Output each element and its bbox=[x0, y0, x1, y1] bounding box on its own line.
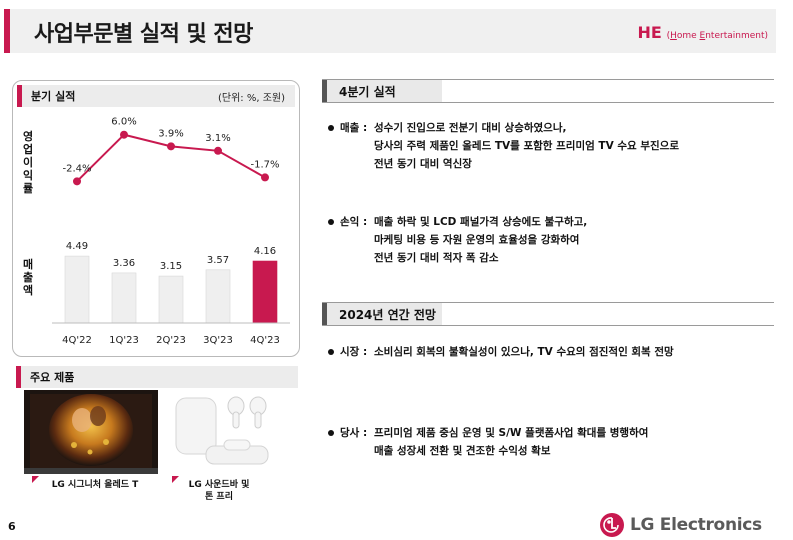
bullet-dot bbox=[328, 125, 334, 131]
oled-t-product-image bbox=[24, 390, 158, 474]
sales-bar bbox=[64, 255, 90, 324]
soundbar-tonefree-artwork bbox=[175, 396, 269, 465]
page-number: 6 bbox=[8, 520, 16, 533]
sales-bar-series: 4.49 3.36 3.15 3.57 4.16 bbox=[64, 241, 278, 324]
bullet-key: 시장 : bbox=[340, 346, 368, 358]
category-tick-label: 4Q'22 bbox=[62, 335, 92, 346]
op-margin-point bbox=[73, 177, 81, 186]
division-label: HE (Home Entertainment) bbox=[637, 23, 768, 42]
oled-t-artwork bbox=[24, 390, 158, 474]
q4-section-header: 4분기 실적 bbox=[322, 79, 774, 103]
op-margin-point bbox=[167, 142, 175, 151]
products-accent-bar bbox=[16, 366, 21, 388]
outlook-section-header: 2024년 연간 전망 bbox=[322, 302, 774, 326]
performance-title: 분기 실적 bbox=[31, 90, 76, 103]
category-ticks: 4Q'22 1Q'23 2Q'23 3Q'23 4Q'23 bbox=[52, 322, 290, 346]
unit-label: (단위: %, 조원) bbox=[217, 93, 285, 104]
bullet-text: 프리미엄 제품 중심 운영 및 S/W 플랫폼사업 확대를 병행하여 매출 성장… bbox=[374, 427, 649, 457]
bullet-text: 성수기 진입으로 전분기 대비 상승하였으나, 당사의 주력 제품인 올레드 T… bbox=[374, 122, 679, 170]
sales-bar bbox=[252, 260, 278, 324]
oled-t-label: LG 시그니처 올레드 T bbox=[51, 480, 139, 490]
op-margin-point bbox=[214, 146, 222, 155]
sales-bar bbox=[158, 275, 184, 324]
sales-data-label: 3.36 bbox=[113, 258, 135, 269]
bullet-dot bbox=[328, 430, 334, 436]
category-tick-label: 1Q'23 bbox=[109, 335, 139, 346]
sales-axis-label: 매출액 bbox=[22, 258, 34, 297]
performance-panel: 분기 실적 (단위: %, 조원) bbox=[12, 80, 300, 357]
sales-data-label: 4.16 bbox=[254, 246, 276, 257]
outlook-section-tab: 2024년 연간 전망 bbox=[322, 303, 442, 325]
lg-logo-text: LG Electronics bbox=[630, 515, 762, 535]
sales-data-label: 3.57 bbox=[207, 255, 229, 266]
sales-data-label: 3.15 bbox=[160, 261, 182, 272]
lg-logo-icon bbox=[600, 513, 624, 537]
bullet-dot bbox=[328, 219, 334, 225]
op-margin-data-label: -2.4% bbox=[62, 163, 91, 174]
sales-bar bbox=[205, 269, 231, 324]
products-header: 주요 제품 bbox=[16, 366, 298, 388]
op-margin-axis-label: 영업이익률 bbox=[22, 130, 34, 195]
op-margin-data-label: 3.1% bbox=[205, 133, 230, 144]
q4-section-title: 4분기 실적 bbox=[339, 85, 396, 99]
product-marker-icon bbox=[172, 476, 179, 483]
op-margin-line bbox=[76, 133, 266, 183]
product-marker-icon bbox=[32, 476, 39, 483]
division-full-name: (Home Entertainment) bbox=[666, 31, 768, 41]
bullet-key: 손익 : bbox=[340, 216, 368, 228]
division-code: HE bbox=[637, 23, 662, 42]
sales-bar bbox=[111, 272, 137, 324]
outlook-section-title: 2024년 연간 전망 bbox=[339, 308, 436, 322]
bullet-key: 당사 : bbox=[340, 427, 368, 439]
bullet-key: 매출 : bbox=[340, 122, 368, 134]
op-margin-point bbox=[261, 173, 269, 182]
page-title: 사업부문별 실적 및 전망 bbox=[34, 22, 253, 47]
header-bar: 사업부문별 실적 및 전망 HE (Home Entertainment) bbox=[4, 9, 776, 53]
op-margin-line-series: -2.4% 6.0% 3.9% 3.1% -1.7% bbox=[62, 117, 280, 186]
op-margin-data-label: 6.0% bbox=[111, 117, 136, 128]
performance-panel-header: 분기 실적 (단위: %, 조원) bbox=[17, 85, 295, 107]
header-accent-bar bbox=[4, 9, 10, 53]
panel-accent-bar bbox=[17, 85, 22, 107]
q4-section-tab: 4분기 실적 bbox=[322, 80, 442, 102]
op-margin-point bbox=[120, 130, 128, 139]
soundbar-label: LG 사운드바 및 톤 프리 bbox=[188, 480, 250, 502]
op-margin-data-label: -1.7% bbox=[250, 159, 279, 170]
bullet-text: 매출 하락 및 LCD 패널가격 상승에도 불구하고, 마케팅 비용 등 자원 … bbox=[374, 216, 588, 264]
soundbar-product-image bbox=[170, 388, 282, 474]
category-tick-label: 3Q'23 bbox=[203, 335, 233, 346]
category-tick-label: 4Q'23 bbox=[250, 335, 280, 346]
category-tick-label: 2Q'23 bbox=[156, 335, 186, 346]
sales-data-label: 4.49 bbox=[66, 241, 88, 252]
bullet-dot bbox=[328, 349, 334, 355]
bullet-text: 소비심리 회복의 불확실성이 있으나, TV 수요의 점진적인 회복 전망 bbox=[374, 346, 674, 358]
products-title: 주요 제품 bbox=[30, 371, 75, 384]
op-margin-data-label: 3.9% bbox=[158, 128, 183, 139]
